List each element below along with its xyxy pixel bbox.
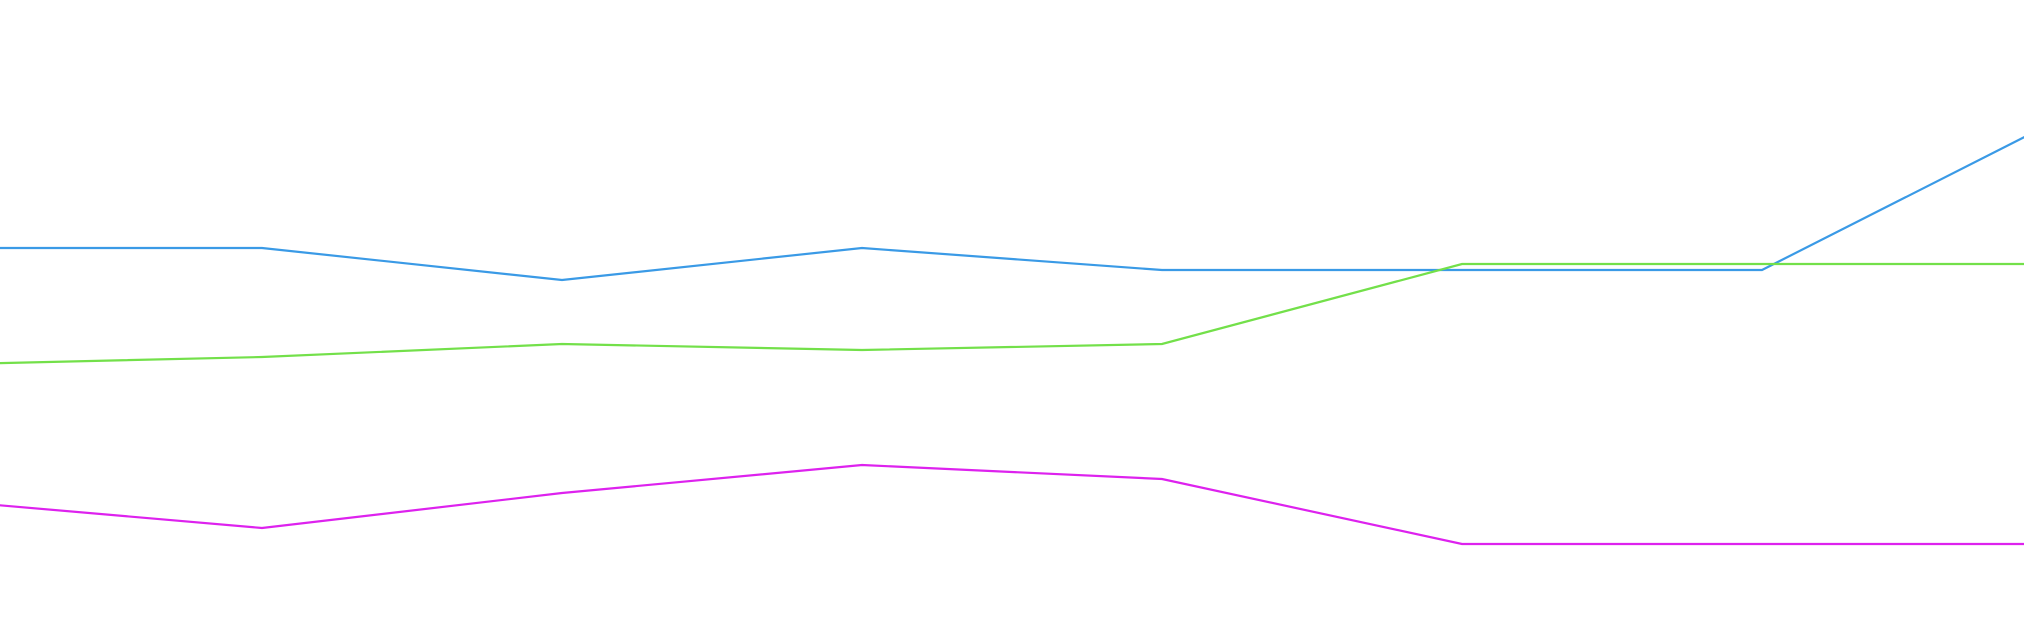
series-2-line [0, 463, 2024, 546]
series-layer [0, 136, 2024, 546]
series-1-line [0, 262, 2024, 365]
series-0-line [0, 136, 2024, 282]
